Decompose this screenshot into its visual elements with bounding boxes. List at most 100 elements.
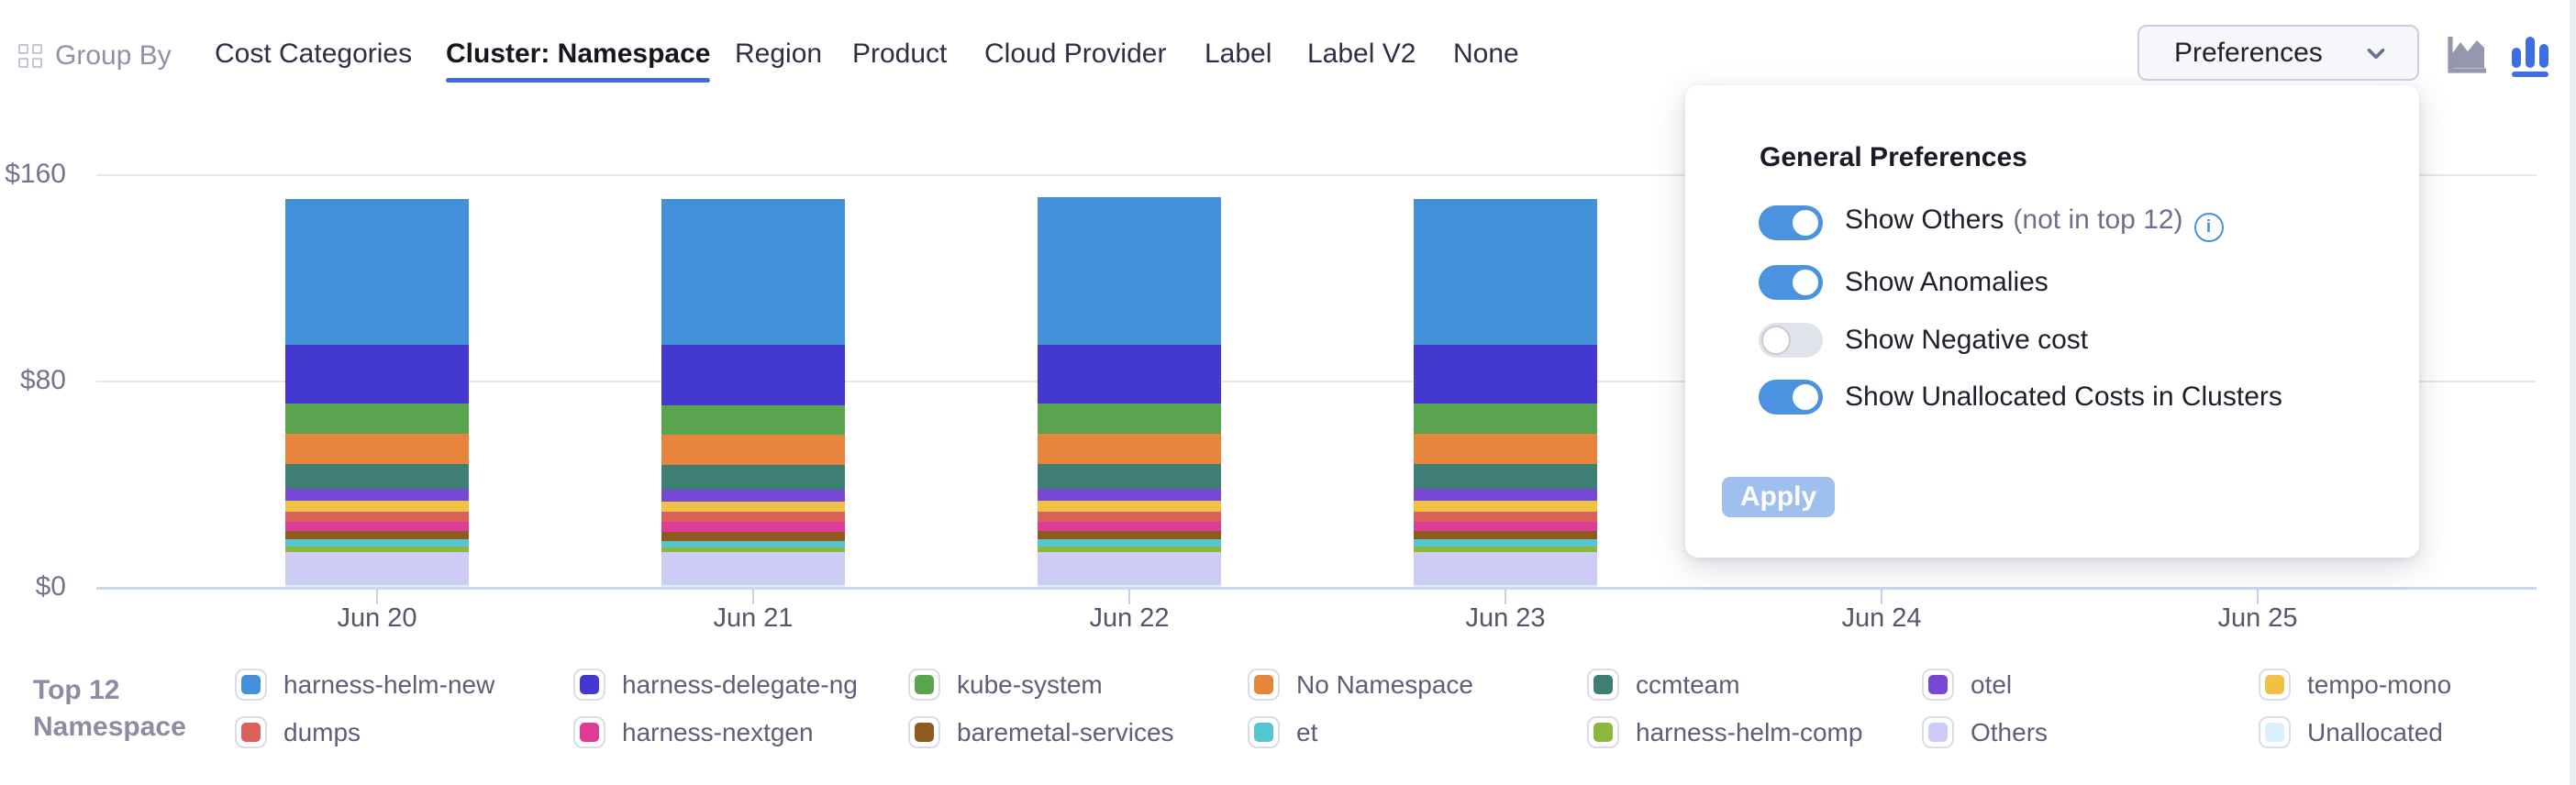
preferences-dropdown-button[interactable]: Preferences [2137,25,2419,81]
bar-segment-dumps[interactable] [1414,511,1597,522]
legend-item-unallocated[interactable]: Unallocated [2259,716,2443,748]
toggle-knob [1791,208,1820,238]
bar-segment-others[interactable] [285,551,469,585]
bar-segment-dumps[interactable] [661,511,845,522]
bar-segment-harness-helm-comp[interactable] [1414,546,1597,552]
bar-segment-unallocated[interactable] [1414,584,1597,587]
legend-item-others[interactable]: Others [1922,716,2048,748]
bar-segment-et[interactable] [661,540,845,547]
bar-segment-others[interactable] [661,552,845,585]
bar-segment-ccmteam[interactable] [661,465,845,491]
bar-segment-baremetal-services[interactable] [1038,530,1221,539]
tab-region[interactable]: Region [735,39,823,69]
bar-segment-unallocated[interactable] [661,584,845,587]
legend-swatch-frame [1922,716,1954,748]
bar-segment-otel[interactable] [1038,489,1221,502]
bar-segment-harness-delegate-ng[interactable] [1414,344,1597,404]
y-axis-label-80: $80 [19,365,66,395]
bar-segment-otel[interactable] [661,490,845,502]
bar-segment-ccmteam[interactable] [1414,464,1597,490]
bar-segment-unallocated[interactable] [285,584,469,587]
bar-jun-20 [285,198,469,587]
bar-segment-et[interactable] [1038,538,1221,547]
bar-segment-tempo-mono[interactable] [661,501,845,512]
bar-segment-harness-helm-comp[interactable] [661,547,845,553]
bar-segment-harness-helm-new[interactable] [1038,197,1221,345]
tab-cluster-namespace[interactable]: Cluster: Namespace [446,37,711,83]
bar-chart-toggle[interactable] [2506,31,2554,77]
legend-swatch [1593,675,1613,694]
toggle-show-negative-cost[interactable] [1759,323,1823,358]
legend-item-harness-nextgen[interactable]: harness-nextgen [573,716,814,748]
legend-swatch [1254,723,1273,742]
bar-segment-unallocated[interactable] [1038,584,1221,587]
bar-segment-baremetal-services[interactable] [661,531,845,541]
x-tick-jun-21 [752,590,754,604]
bar-segment-no-namespace[interactable] [661,435,845,466]
legend-item-harness-helm-comp[interactable]: harness-helm-comp [1587,716,1862,748]
toggle-show-unallocated-costs-in-clusters[interactable] [1759,380,1823,415]
bar-segment-others[interactable] [1414,551,1597,585]
bar-segment-others[interactable] [1038,551,1221,585]
legend-item-otel[interactable]: otel [1922,669,2012,701]
legend-swatch-frame [1248,669,1280,701]
legend-item-kube-system[interactable]: kube-system [908,669,1103,701]
x-tick-jun-25 [2257,590,2259,604]
legend-item-label: harness-nextgen [622,717,814,746]
info-icon[interactable]: i [2193,212,2224,242]
apply-button[interactable]: Apply [1722,477,1835,517]
bar-segment-ccmteam[interactable] [285,464,469,490]
bar-segment-kube-system[interactable] [661,404,845,436]
tab-label-v2[interactable]: Label V2 [1307,39,1416,69]
legend-item-no-namespace[interactable]: No Namespace [1248,669,1473,701]
tab-label[interactable]: Label [1205,39,1272,69]
bar-segment-no-namespace[interactable] [1038,433,1221,465]
bar-segment-harness-nextgen[interactable] [1038,521,1221,531]
legend-item-baremetal-services[interactable]: baremetal-services [908,716,1174,748]
bar-jun-21 [661,198,845,587]
bar-segment-harness-helm-comp[interactable] [285,546,469,552]
bar-segment-kube-system[interactable] [285,404,469,434]
bar-segment-et[interactable] [285,538,469,547]
bar-segment-harness-nextgen[interactable] [1414,521,1597,531]
legend-item-harness-delegate-ng[interactable]: harness-delegate-ng [573,669,858,701]
bar-segment-harness-helm-new[interactable] [285,198,469,345]
bar-segment-dumps[interactable] [1038,511,1221,522]
bar-segment-ccmteam[interactable] [1038,464,1221,490]
tab-cost-categories[interactable]: Cost Categories [215,39,413,69]
bar-segment-no-namespace[interactable] [285,433,469,465]
bar-segment-harness-helm-new[interactable] [661,198,845,345]
bar-segment-kube-system[interactable] [1414,404,1597,434]
bar-segment-tempo-mono[interactable] [285,501,469,512]
legend-item-dumps[interactable]: dumps [235,716,361,748]
bar-segment-harness-nextgen[interactable] [285,521,469,531]
toggle-row-show-negative-cost: Show Negative cost [1759,322,2088,359]
tab-cloud-provider[interactable]: Cloud Provider [984,39,1167,69]
legend-title-line1: Top 12 [33,675,120,705]
bar-segment-harness-delegate-ng[interactable] [661,344,845,405]
bar-segment-baremetal-services[interactable] [285,530,469,539]
toggle-show-others[interactable] [1759,205,1823,240]
bar-segment-otel[interactable] [1414,489,1597,502]
legend-item-tempo-mono[interactable]: tempo-mono [2259,669,2451,701]
legend-item-et[interactable]: et [1248,716,1317,748]
bar-segment-harness-nextgen[interactable] [661,521,845,532]
bar-segment-tempo-mono[interactable] [1038,501,1221,512]
bar-segment-dumps[interactable] [285,511,469,522]
bar-segment-harness-helm-new[interactable] [1414,198,1597,345]
bar-segment-tempo-mono[interactable] [1414,501,1597,512]
bar-segment-harness-delegate-ng[interactable] [1038,344,1221,404]
bar-segment-no-namespace[interactable] [1414,433,1597,465]
bar-segment-harness-delegate-ng[interactable] [285,344,469,404]
legend-item-ccmteam[interactable]: ccmteam [1587,669,1740,701]
tab-product[interactable]: Product [852,39,948,69]
area-chart-toggle[interactable] [2444,31,2492,77]
legend-item-harness-helm-new[interactable]: harness-helm-new [235,669,494,701]
bar-segment-harness-helm-comp[interactable] [1038,546,1221,552]
toggle-show-anomalies[interactable] [1759,265,1823,300]
bar-segment-otel[interactable] [285,489,469,502]
bar-segment-kube-system[interactable] [1038,404,1221,434]
tab-none[interactable]: None [1453,39,1519,69]
bar-segment-baremetal-services[interactable] [1414,530,1597,539]
bar-segment-et[interactable] [1414,538,1597,547]
